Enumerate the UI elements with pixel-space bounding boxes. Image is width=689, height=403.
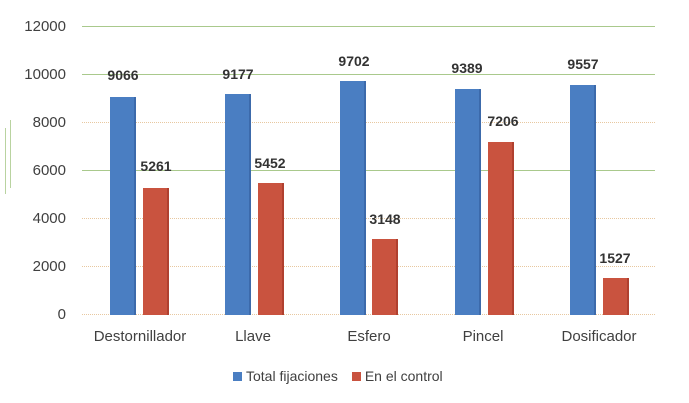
value-label: 9702 bbox=[338, 53, 370, 69]
x-tick-label: Destornillador bbox=[93, 328, 187, 345]
red-square-icon bbox=[351, 371, 361, 381]
bar-control-destornillador bbox=[143, 188, 169, 315]
gridline bbox=[82, 170, 655, 171]
gridline bbox=[82, 26, 655, 27]
gridline bbox=[82, 218, 655, 219]
y-tick-label: 6000 bbox=[32, 162, 66, 179]
value-label: 9177 bbox=[222, 66, 254, 82]
value-label: 3148 bbox=[369, 211, 401, 227]
value-label: 9389 bbox=[451, 60, 483, 76]
bar-total-pincel bbox=[455, 89, 481, 315]
legend-label: En el control bbox=[364, 368, 443, 384]
y-tick-label: 2000 bbox=[32, 258, 66, 275]
legend-item-control: En el control bbox=[351, 368, 443, 384]
x-tick-label: Dosificador bbox=[561, 328, 637, 345]
value-label: 5261 bbox=[140, 158, 172, 174]
x-tick-label: Pincel bbox=[462, 328, 504, 345]
bar-control-esfero bbox=[372, 239, 398, 315]
y-tick-label: 4000 bbox=[32, 210, 66, 227]
value-label: 9066 bbox=[107, 67, 139, 83]
bar-control-dosificador bbox=[603, 278, 629, 315]
y-tick-label: 12000 bbox=[24, 18, 66, 35]
legend: Total fijaciones En el control bbox=[233, 368, 457, 384]
value-label: 5452 bbox=[254, 155, 286, 171]
x-tick-label: Llave bbox=[235, 328, 271, 345]
y-tick-label: 8000 bbox=[32, 114, 66, 131]
value-label: 7206 bbox=[487, 113, 519, 129]
value-label: 9557 bbox=[567, 56, 599, 72]
y-tick-label: 0 bbox=[57, 306, 66, 323]
bar-control-pincel bbox=[488, 142, 514, 315]
value-label: 1527 bbox=[599, 250, 631, 266]
bar-total-dosificador bbox=[570, 85, 596, 315]
decorative-line bbox=[10, 120, 11, 188]
blue-square-icon bbox=[233, 371, 242, 381]
gridline bbox=[82, 74, 655, 75]
bar-total-esfero bbox=[340, 81, 366, 315]
decorative-line bbox=[5, 128, 6, 194]
x-tick-label: Esfero bbox=[347, 328, 391, 345]
bar-control-llave bbox=[258, 183, 284, 315]
gridline bbox=[82, 314, 655, 315]
legend-item-total: Total fijaciones bbox=[233, 368, 338, 384]
bar-total-destornillador bbox=[110, 97, 136, 315]
legend-label: Total fijaciones bbox=[246, 368, 338, 384]
bar-total-llave bbox=[225, 94, 251, 315]
y-tick-label: 10000 bbox=[24, 66, 66, 83]
gridline bbox=[82, 122, 655, 123]
gridline bbox=[82, 266, 655, 267]
